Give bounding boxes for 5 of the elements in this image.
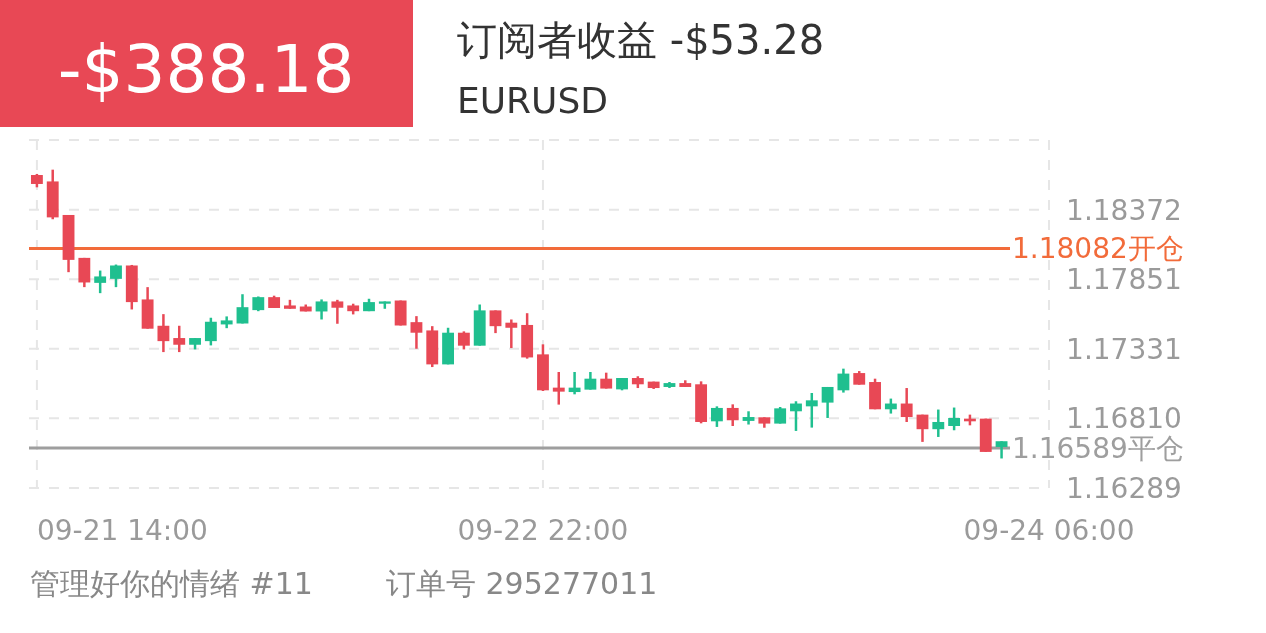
annotation: 管理好你的情绪 #11 [30, 566, 313, 601]
annotation: -$388.18 [57, 31, 355, 108]
subtitle: EURUSD [457, 80, 609, 121]
annotation: 订单号 295277011 [386, 566, 658, 601]
title: 订阅者收益 -$53.28 [457, 17, 825, 63]
